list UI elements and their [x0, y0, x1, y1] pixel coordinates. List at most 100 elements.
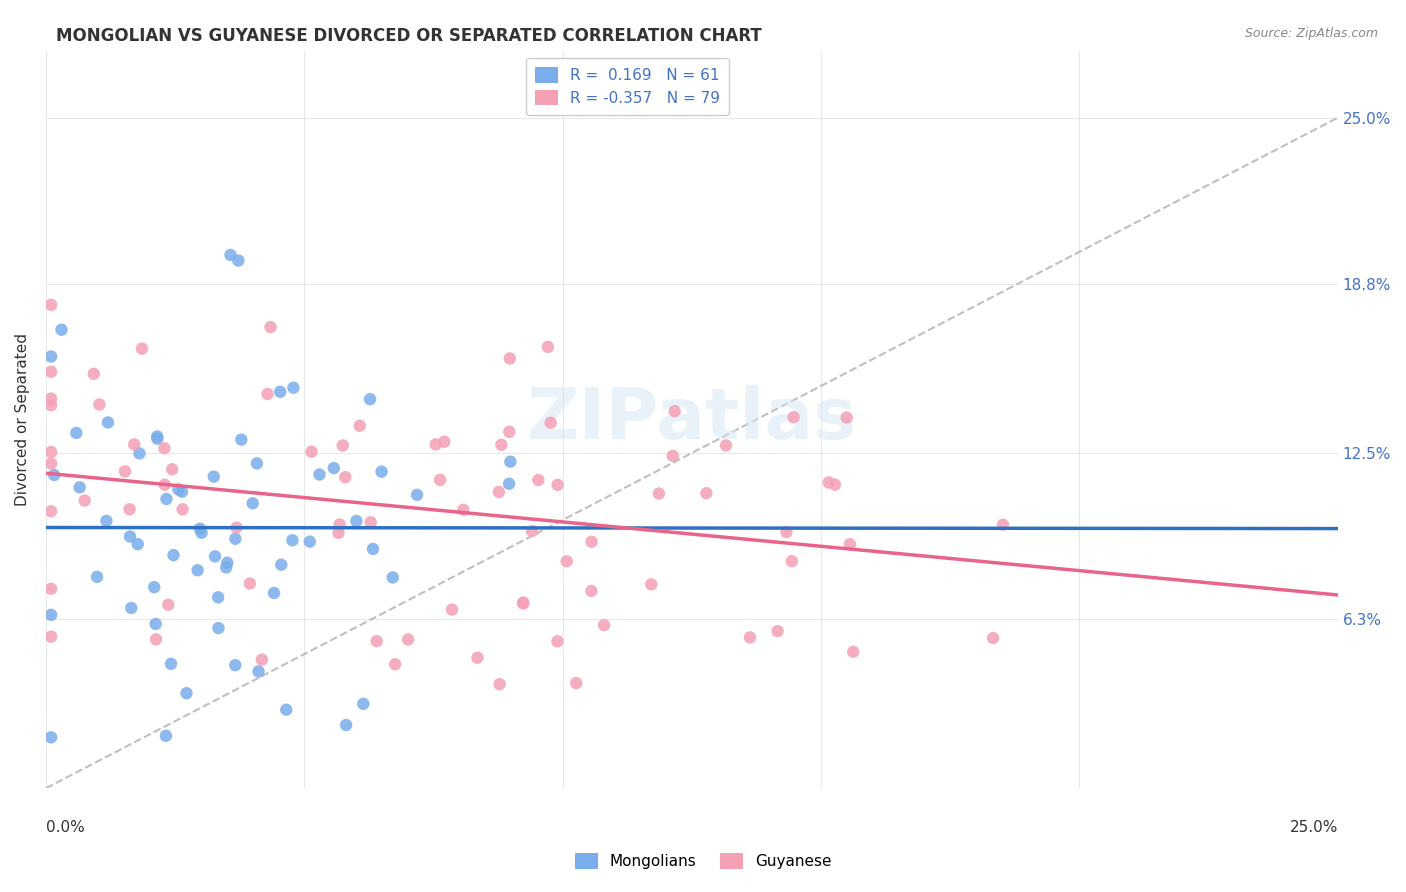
- Point: [662, 449, 685, 463]
- Point: [39, 350, 62, 364]
- Point: [39, 298, 62, 312]
- Point: [228, 253, 250, 268]
- Point: [225, 521, 247, 535]
- Point: [991, 517, 1014, 532]
- Point: [39, 607, 62, 622]
- Point: [738, 631, 761, 645]
- Point: [298, 534, 321, 549]
- Point: [361, 541, 384, 556]
- Point: [301, 444, 323, 458]
- Point: [39, 731, 62, 745]
- Point: [256, 387, 278, 401]
- Point: [73, 493, 96, 508]
- Point: [281, 533, 304, 548]
- Point: [488, 677, 510, 691]
- Point: [153, 442, 176, 456]
- Point: [89, 397, 111, 411]
- Point: [160, 462, 183, 476]
- Point: [425, 437, 447, 451]
- Point: [766, 624, 789, 639]
- Point: [270, 558, 292, 572]
- Legend: Mongolians, Guyanese: Mongolians, Guyanese: [568, 847, 838, 875]
- Point: [145, 616, 167, 631]
- Point: [352, 697, 374, 711]
- Point: [44, 468, 66, 483]
- Point: [190, 525, 212, 540]
- Point: [215, 560, 238, 574]
- Point: [187, 563, 209, 577]
- Point: [429, 473, 451, 487]
- Point: [86, 570, 108, 584]
- Point: [155, 491, 177, 506]
- Point: [370, 465, 392, 479]
- Point: [170, 484, 193, 499]
- Point: [153, 477, 176, 491]
- Point: [160, 657, 183, 671]
- Point: [835, 410, 858, 425]
- Point: [39, 582, 62, 596]
- Point: [242, 496, 264, 510]
- Point: [329, 517, 352, 532]
- Point: [581, 534, 603, 549]
- Point: [328, 525, 350, 540]
- Point: [335, 470, 357, 484]
- Point: [276, 703, 298, 717]
- Text: Source: ZipAtlas.com: Source: ZipAtlas.com: [1244, 27, 1378, 40]
- Point: [540, 416, 562, 430]
- Point: [308, 467, 330, 482]
- Point: [565, 676, 588, 690]
- Point: [335, 718, 357, 732]
- Point: [581, 584, 603, 599]
- Point: [555, 554, 578, 568]
- Point: [499, 351, 522, 366]
- Point: [202, 469, 225, 483]
- Point: [498, 425, 520, 439]
- Point: [981, 631, 1004, 645]
- Legend: R =  0.169   N = 61, R = -0.357   N = 79: R = 0.169 N = 61, R = -0.357 N = 79: [526, 58, 730, 115]
- Point: [714, 438, 737, 452]
- Point: [39, 630, 62, 644]
- Point: [381, 570, 404, 584]
- Point: [118, 529, 141, 543]
- Point: [453, 503, 475, 517]
- Point: [146, 429, 169, 443]
- Point: [127, 537, 149, 551]
- Point: [332, 438, 354, 452]
- Point: [204, 549, 226, 564]
- Point: [695, 486, 717, 500]
- Point: [118, 502, 141, 516]
- Point: [188, 522, 211, 536]
- Point: [349, 418, 371, 433]
- Point: [167, 483, 190, 497]
- Point: [648, 486, 671, 500]
- Point: [122, 437, 145, 451]
- Point: [157, 598, 180, 612]
- Point: [360, 516, 382, 530]
- Point: [842, 645, 865, 659]
- Point: [207, 591, 229, 605]
- Point: [512, 595, 534, 609]
- Point: [146, 432, 169, 446]
- Point: [65, 425, 87, 440]
- Text: MONGOLIAN VS GUYANESE DIVORCED OR SEPARATED CORRELATION CHART: MONGOLIAN VS GUYANESE DIVORCED OR SEPARA…: [56, 27, 762, 45]
- Point: [433, 434, 456, 449]
- Point: [322, 461, 344, 475]
- Point: [546, 634, 568, 648]
- Point: [269, 384, 291, 399]
- Point: [366, 634, 388, 648]
- Point: [640, 577, 662, 591]
- Point: [39, 445, 62, 459]
- Point: [155, 729, 177, 743]
- Point: [259, 320, 281, 334]
- Text: 25.0%: 25.0%: [1289, 821, 1337, 836]
- Point: [217, 556, 239, 570]
- Point: [246, 457, 269, 471]
- Point: [39, 457, 62, 471]
- Point: [780, 554, 803, 568]
- Point: [824, 477, 846, 491]
- Point: [128, 446, 150, 460]
- Point: [247, 665, 270, 679]
- Point: [775, 525, 797, 540]
- Point: [527, 473, 550, 487]
- Point: [520, 524, 543, 538]
